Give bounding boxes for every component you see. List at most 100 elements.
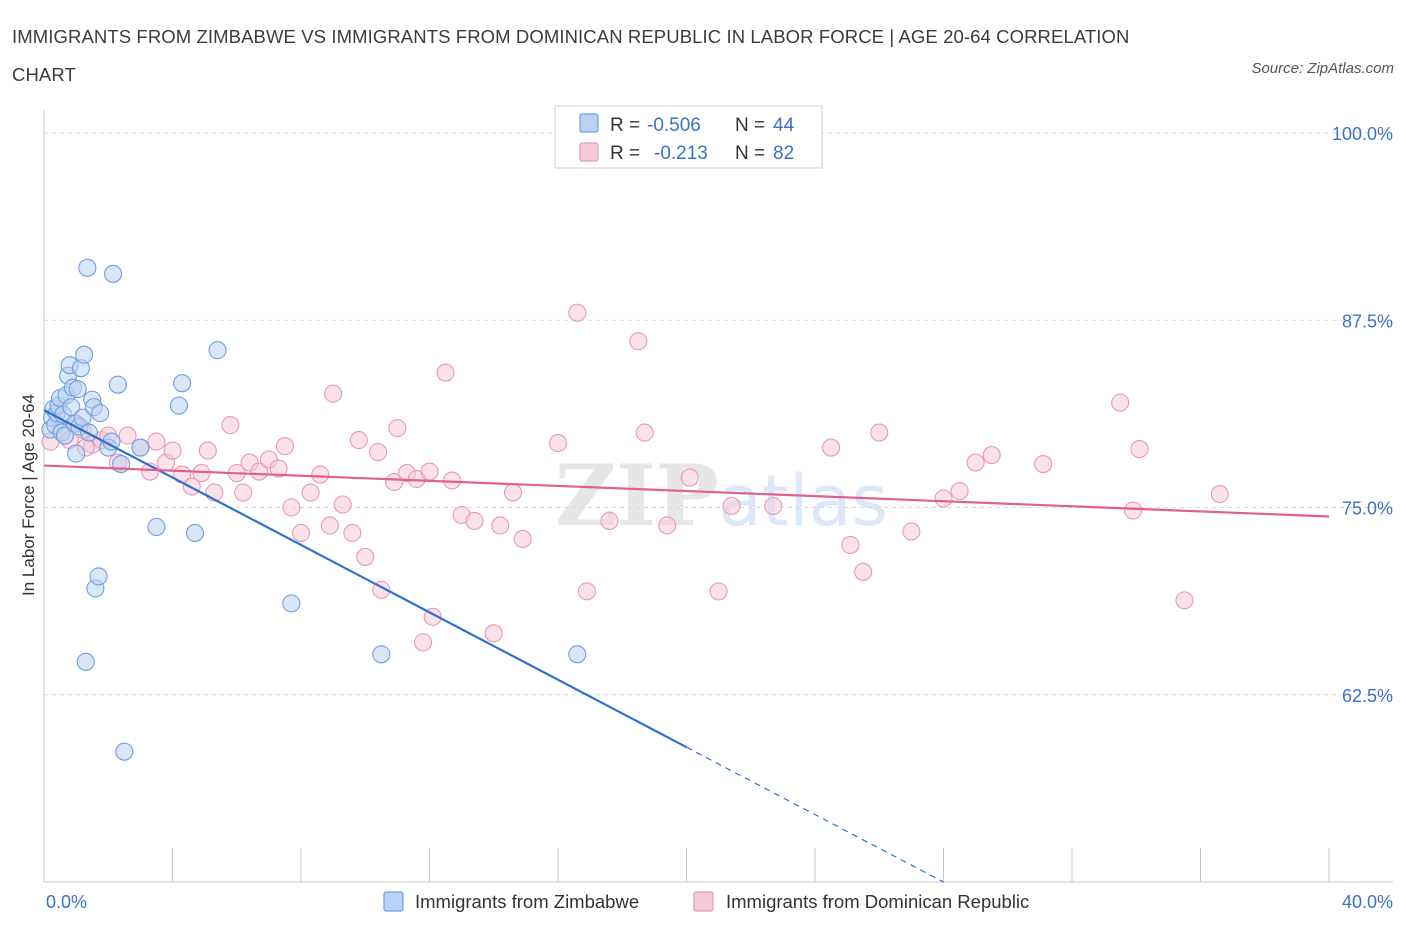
data-point xyxy=(385,472,404,492)
data-point xyxy=(104,264,123,283)
chart-source: Source: ZipAtlas.com xyxy=(1251,60,1394,77)
y-tick-label: 75.0% xyxy=(1342,499,1393,519)
data-point xyxy=(902,522,921,541)
legend-n-label-dominican: N = xyxy=(735,143,765,164)
data-point xyxy=(221,416,240,435)
data-point xyxy=(764,496,783,516)
legend-swatch-zimbabwe xyxy=(579,113,599,133)
data-point xyxy=(854,562,873,581)
legend-r-label-zimbabwe: R = xyxy=(610,115,640,136)
data-point xyxy=(269,459,288,478)
data-point xyxy=(147,517,166,537)
bottom-legend-swatch-zimbabwe xyxy=(383,891,404,912)
data-point xyxy=(369,443,388,462)
data-point xyxy=(1210,484,1229,504)
data-point xyxy=(76,652,95,671)
legend-n-label-zimbabwe: N = xyxy=(735,115,765,136)
data-point xyxy=(414,633,433,652)
data-point xyxy=(169,396,188,415)
data-point xyxy=(568,303,587,322)
data-point xyxy=(1034,455,1053,474)
data-point xyxy=(324,384,343,403)
data-point xyxy=(1111,393,1130,412)
data-point xyxy=(1123,501,1143,520)
data-point xyxy=(112,455,131,474)
watermark: ZIPatlas xyxy=(555,446,888,545)
data-point xyxy=(349,431,368,450)
data-point xyxy=(208,341,227,360)
data-point xyxy=(301,483,320,502)
data-point xyxy=(822,438,841,457)
data-point xyxy=(982,446,1001,465)
data-point xyxy=(503,483,523,502)
data-point xyxy=(275,437,294,456)
data-point xyxy=(491,516,510,535)
data-point xyxy=(372,645,391,664)
data-point xyxy=(841,535,860,555)
series-legend: Immigrants from Zimbabwe Immigrants from… xyxy=(383,891,1029,912)
data-point xyxy=(635,423,654,442)
data-point xyxy=(658,516,677,535)
data-point xyxy=(68,380,87,399)
data-point xyxy=(709,582,728,601)
data-point xyxy=(600,511,619,531)
data-point xyxy=(91,404,110,423)
data-point xyxy=(388,419,407,438)
data-point xyxy=(163,441,182,460)
data-points xyxy=(41,258,1229,761)
y-tick-labels: 62.5% 75.0% 87.5% 100.0% xyxy=(1332,124,1393,706)
data-point xyxy=(568,645,587,664)
legend-n-value-zimbabwe: 44 xyxy=(773,115,795,136)
legend-swatch-dominican xyxy=(579,142,599,162)
data-point xyxy=(282,498,301,517)
data-point xyxy=(108,375,127,394)
data-point xyxy=(173,374,192,393)
data-point xyxy=(320,516,339,535)
data-point xyxy=(198,441,217,460)
data-point xyxy=(722,496,741,516)
data-point xyxy=(75,345,94,364)
data-point xyxy=(513,529,532,549)
series-zimbabwe-points xyxy=(41,258,587,761)
legend-r-label-dominican: R = xyxy=(610,143,640,164)
y-axis-title: In Labor Force | Age 20-64 xyxy=(19,394,38,596)
data-point xyxy=(115,742,134,761)
y-tick-label: 100.0% xyxy=(1332,124,1393,144)
x-tick-label-min: 0.0% xyxy=(46,892,87,912)
legend-n-value-dominican: 82 xyxy=(773,143,794,164)
data-point xyxy=(250,462,269,481)
stats-legend: R = -0.506 N = 44 R = -0.213 N = 82 xyxy=(554,105,823,169)
trend-lines xyxy=(43,409,1330,883)
trend-line-extension xyxy=(686,746,944,883)
data-point xyxy=(420,462,439,481)
y-tick-label: 87.5% xyxy=(1342,311,1393,331)
data-point xyxy=(577,582,596,601)
data-point xyxy=(55,426,74,445)
grid-lines xyxy=(44,132,1393,696)
data-point xyxy=(950,481,969,501)
data-point xyxy=(356,547,375,566)
data-point xyxy=(1130,440,1149,459)
data-point xyxy=(465,511,484,531)
data-point xyxy=(131,438,150,457)
legend-r-value-dominican: -0.213 xyxy=(654,143,708,164)
data-point xyxy=(629,332,648,351)
data-point xyxy=(89,567,108,586)
data-point xyxy=(870,423,889,442)
bottom-legend-swatch-dominican xyxy=(693,891,714,912)
data-point xyxy=(343,523,362,543)
x-tick-label-max: 40.0% xyxy=(1342,892,1393,912)
trend-line-zimbabwe xyxy=(43,409,688,749)
data-point xyxy=(333,495,352,514)
data-point xyxy=(234,483,253,502)
stats-legend-box xyxy=(554,105,823,169)
data-point xyxy=(78,258,97,277)
data-point xyxy=(1175,591,1194,610)
x-ticks xyxy=(43,848,1330,882)
data-point xyxy=(484,624,503,643)
axes xyxy=(43,110,1393,883)
data-point xyxy=(147,432,166,451)
y-tick-label: 62.5% xyxy=(1342,686,1393,706)
data-point xyxy=(934,489,953,508)
